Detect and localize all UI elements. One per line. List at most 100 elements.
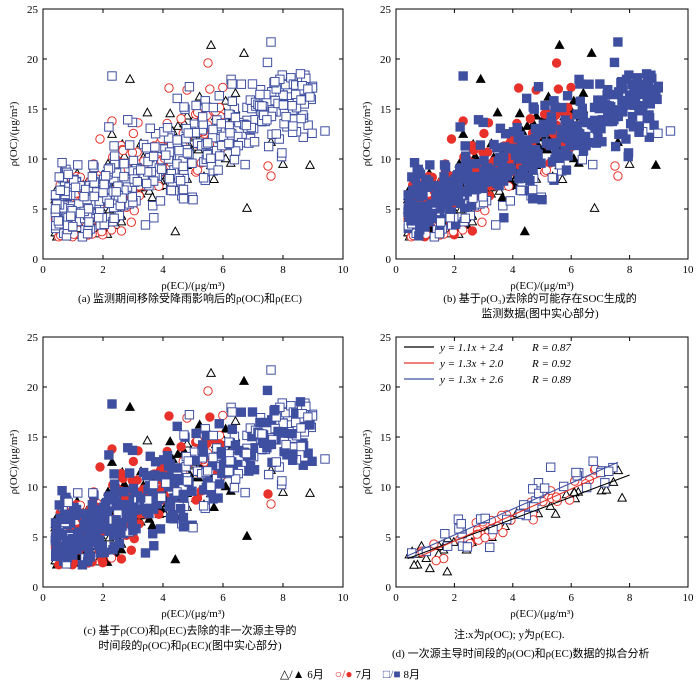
data-point bbox=[230, 440, 241, 451]
data-point bbox=[117, 521, 127, 531]
data-point bbox=[577, 154, 588, 165]
y-tick-label: 25 bbox=[380, 332, 392, 344]
data-point bbox=[156, 164, 167, 174]
data-point bbox=[109, 141, 119, 151]
data-point bbox=[527, 184, 538, 195]
data-point bbox=[179, 102, 189, 112]
data-point bbox=[278, 418, 288, 429]
data-point bbox=[525, 114, 536, 124]
data-point bbox=[551, 58, 562, 68]
data-point bbox=[545, 462, 556, 472]
y-tick-label: 10 bbox=[27, 482, 39, 494]
y-tick-label: 0 bbox=[386, 582, 392, 594]
data-point bbox=[296, 423, 306, 433]
data-point bbox=[553, 84, 564, 94]
data-point bbox=[561, 165, 572, 175]
data-point bbox=[95, 462, 105, 472]
data-point bbox=[104, 526, 114, 536]
data-point bbox=[480, 513, 490, 524]
fit-equation: y = 1.3x + 2.6 bbox=[439, 374, 504, 386]
fit-line bbox=[407, 474, 630, 560]
data-point bbox=[206, 153, 216, 163]
data-point bbox=[556, 124, 567, 135]
data-point bbox=[618, 129, 628, 139]
data-point bbox=[421, 552, 432, 562]
data-point bbox=[533, 82, 544, 92]
data-point bbox=[642, 113, 652, 124]
data-point bbox=[262, 443, 272, 453]
data-point bbox=[100, 171, 111, 181]
data-point bbox=[547, 173, 558, 183]
data-point bbox=[595, 79, 605, 89]
data-point bbox=[143, 484, 153, 495]
data-point bbox=[609, 57, 620, 68]
data-point bbox=[403, 204, 413, 214]
x-axis-label: ρ(EC)/(μg/m³) bbox=[510, 608, 574, 620]
x-tick-label: 8 bbox=[280, 592, 286, 604]
data-point bbox=[203, 386, 213, 396]
data-point bbox=[521, 93, 532, 104]
data-point bbox=[241, 530, 253, 540]
fit-equation: y = 1.1x + 2.4 bbox=[439, 342, 504, 354]
data-point bbox=[263, 141, 274, 152]
plot-frame bbox=[42, 336, 344, 588]
data-point bbox=[230, 112, 241, 123]
data-point bbox=[604, 101, 614, 111]
data-point bbox=[106, 456, 118, 466]
data-point bbox=[178, 194, 189, 204]
data-point bbox=[480, 533, 490, 543]
data-point bbox=[205, 39, 217, 49]
y-tick-label: 25 bbox=[27, 332, 39, 344]
data-point bbox=[145, 451, 155, 462]
data-point bbox=[320, 126, 330, 136]
data-point bbox=[148, 479, 159, 490]
data-point bbox=[650, 159, 661, 169]
data-point bbox=[240, 159, 250, 170]
data-point bbox=[148, 201, 158, 211]
data-point bbox=[263, 469, 274, 480]
data-point bbox=[99, 507, 109, 518]
data-point bbox=[458, 128, 469, 138]
data-point bbox=[206, 481, 216, 491]
data-point bbox=[550, 508, 561, 518]
data-point bbox=[150, 142, 160, 152]
data-point bbox=[527, 161, 538, 172]
data-point bbox=[197, 112, 208, 122]
data-point bbox=[440, 529, 450, 539]
plot-frame bbox=[395, 336, 689, 588]
data-point bbox=[135, 493, 146, 503]
data-point bbox=[505, 196, 516, 206]
data-point bbox=[94, 540, 104, 551]
data-point bbox=[202, 138, 213, 148]
data-point bbox=[127, 192, 138, 202]
data-point bbox=[73, 160, 83, 170]
fit-r-value: R = 0.92 bbox=[531, 358, 571, 370]
data-point bbox=[88, 160, 98, 170]
data-point bbox=[455, 198, 466, 208]
data-point bbox=[651, 92, 661, 102]
caption-c: (c) 基于ρ(CO)和ρ(EC)去除的非一次源主导的 时间段的ρ(OC)和ρ(E… bbox=[83, 625, 297, 652]
data-point bbox=[461, 151, 471, 161]
data-point bbox=[519, 226, 530, 236]
data-point bbox=[617, 492, 628, 502]
data-point bbox=[498, 151, 509, 162]
data-point bbox=[307, 456, 317, 467]
data-point bbox=[174, 473, 184, 484]
data-point bbox=[150, 129, 161, 139]
y-tick-label: 15 bbox=[380, 104, 392, 116]
fit-line bbox=[407, 461, 619, 557]
data-point bbox=[304, 487, 316, 497]
data-point bbox=[589, 202, 600, 212]
data-point bbox=[202, 466, 213, 476]
data-point bbox=[296, 441, 306, 452]
y-tick-label: 10 bbox=[380, 482, 392, 494]
data-point bbox=[436, 217, 446, 227]
x-tick-label: 0 bbox=[393, 592, 399, 604]
data-point bbox=[551, 138, 561, 148]
data-point bbox=[98, 187, 108, 198]
data-point bbox=[408, 185, 418, 196]
data-point bbox=[249, 465, 260, 475]
data-point bbox=[68, 221, 78, 232]
data-point bbox=[141, 471, 152, 481]
data-point bbox=[521, 135, 532, 145]
